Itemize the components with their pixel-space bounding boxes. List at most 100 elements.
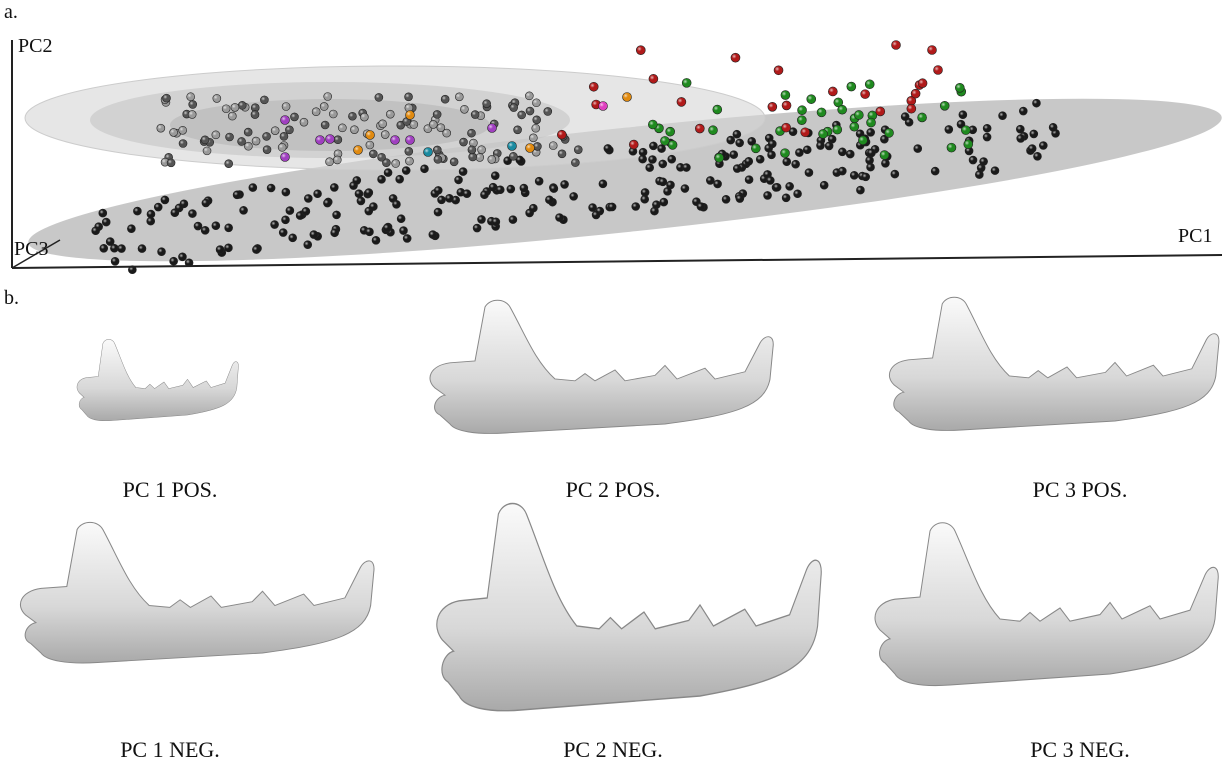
point-highlight (175, 204, 183, 212)
point-highlight (405, 147, 413, 155)
mandible (875, 523, 1218, 686)
point-highlight (1017, 134, 1025, 142)
point-highlight (225, 160, 233, 168)
point-highlight (549, 142, 557, 150)
point-highlight (649, 74, 658, 83)
point-highlight (532, 124, 540, 132)
point-highlight (471, 111, 479, 119)
point-highlight (290, 113, 298, 121)
point-highlight (402, 167, 410, 175)
point-highlight (722, 195, 730, 203)
point-highlight (170, 257, 178, 265)
point-highlight (914, 145, 922, 153)
point-highlight (561, 180, 569, 188)
point-highlight (532, 99, 540, 107)
point-highlight (983, 124, 991, 132)
point-highlight (188, 110, 196, 118)
point-highlight (589, 82, 598, 91)
point-highlight (828, 87, 837, 96)
point-highlight (187, 93, 195, 101)
point-highlight (668, 140, 677, 149)
point-highlight (934, 66, 943, 75)
point-highlight (682, 78, 691, 87)
point-highlight (781, 91, 790, 100)
point-highlight (429, 120, 437, 128)
point-highlight (745, 157, 753, 165)
point-highlight (780, 149, 789, 158)
point-highlight (891, 170, 899, 178)
point-highlight (244, 128, 252, 136)
point-highlight (846, 150, 854, 158)
point-highlight (907, 104, 916, 113)
point-highlight (991, 167, 999, 175)
point-highlight (1028, 145, 1036, 153)
point-highlight (289, 234, 297, 242)
point-highlight (847, 82, 856, 91)
point-highlight (959, 111, 967, 119)
point-highlight (158, 248, 166, 256)
point-highlight (727, 136, 735, 144)
point-highlight (469, 153, 477, 161)
point-highlight (228, 112, 236, 120)
point-highlight (386, 110, 394, 118)
point-highlight (271, 127, 279, 135)
point-highlight (360, 113, 368, 121)
point-highlight (666, 127, 675, 136)
point-highlight (329, 110, 337, 118)
point-highlight (508, 142, 517, 151)
point-highlight (1030, 130, 1038, 138)
point-highlight (768, 140, 776, 148)
point-highlight (378, 175, 386, 183)
point-highlight (1033, 152, 1041, 160)
point-highlight (797, 116, 806, 125)
point-highlight (773, 183, 781, 191)
point-highlight (244, 142, 252, 150)
point-highlight (668, 155, 676, 163)
point-highlight (592, 211, 600, 219)
mandible (430, 300, 773, 433)
point-highlight (677, 97, 686, 106)
point-highlight (285, 126, 293, 134)
point-highlight (355, 190, 363, 198)
point-highlight (713, 105, 722, 114)
point-highlight (659, 178, 667, 186)
point-highlight (282, 188, 290, 196)
point-highlight (964, 140, 973, 149)
point-highlight (433, 110, 441, 118)
point-highlight (450, 158, 458, 166)
point-highlight (353, 176, 361, 184)
point-highlight (300, 118, 308, 126)
point-highlight (489, 183, 497, 191)
point-highlight (366, 141, 374, 149)
point-highlight (304, 194, 312, 202)
point-highlight (795, 149, 803, 157)
point-highlight (433, 146, 441, 154)
point-highlight (372, 236, 380, 244)
point-highlight (518, 111, 526, 119)
point-highlight (396, 175, 404, 183)
point-highlight (838, 105, 847, 114)
point-highlight (460, 138, 468, 146)
point-highlight (833, 125, 842, 134)
point-highlight (492, 218, 500, 226)
point-highlight (381, 131, 389, 139)
point-highlight (111, 257, 119, 265)
point-highlight (434, 155, 442, 163)
point-highlight (496, 186, 504, 194)
point-highlight (664, 187, 672, 195)
point-highlight (468, 146, 476, 154)
point-highlight (379, 120, 387, 128)
point-highlight (557, 130, 566, 139)
point-highlight (326, 135, 335, 144)
point-highlight (491, 172, 499, 180)
caption: PC 1 NEG. (120, 737, 220, 762)
mandible (77, 339, 238, 420)
point-highlight (658, 145, 666, 153)
point-highlight (201, 226, 209, 234)
point-highlight (535, 177, 543, 185)
point-highlight (931, 167, 939, 175)
point-highlight (801, 128, 810, 137)
point-highlight (212, 222, 220, 230)
point-highlight (406, 111, 415, 120)
point-highlight (194, 222, 202, 230)
